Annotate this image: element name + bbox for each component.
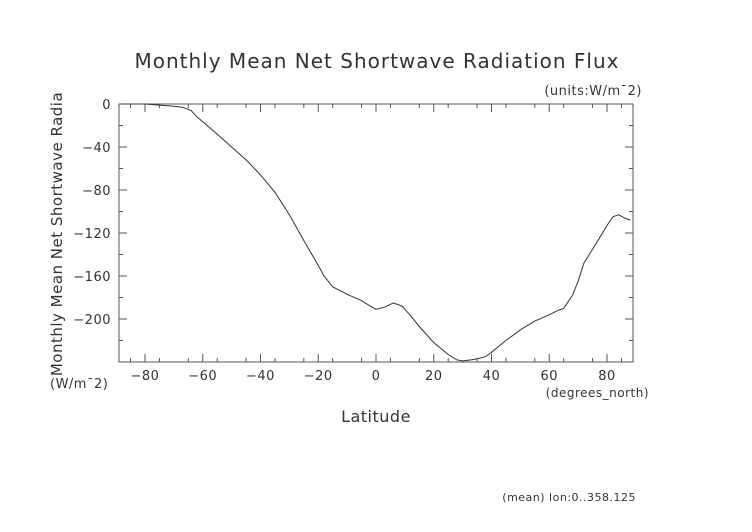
- y-tick-label: −120: [73, 227, 111, 242]
- x-tick-label: 20: [425, 369, 443, 384]
- x-tick-label: −60: [188, 369, 217, 384]
- x-tick-label: 60: [540, 369, 558, 384]
- x-tick-label: 0: [372, 369, 381, 384]
- x-axis-units: (degrees_north): [546, 386, 649, 400]
- y-tick-label: −40: [82, 141, 111, 156]
- x-tick-label: −80: [131, 369, 160, 384]
- y-axis-label: Monthly Mean Net Shortwave Radia: [48, 92, 66, 376]
- x-axis-label: Latitude: [341, 407, 411, 426]
- y-tick-label: −80: [82, 184, 111, 199]
- y-tick-label: −200: [73, 313, 111, 328]
- plot-area: [118, 103, 634, 363]
- y-tick-label: −160: [73, 270, 111, 285]
- x-tick-label: 40: [483, 369, 501, 384]
- x-tick-label: −40: [246, 369, 275, 384]
- x-tick-label: 80: [598, 369, 616, 384]
- series-line: [121, 103, 631, 362]
- x-tick-label: −20: [304, 369, 333, 384]
- chart-title: Monthly Mean Net Shortwave Radiation Flu…: [135, 49, 620, 73]
- footnote: (mean) lon:0..358.125: [502, 491, 636, 504]
- y-axis-units: (W/m¯2): [50, 377, 108, 392]
- units-note: (units:W/m¯2): [544, 84, 642, 99]
- y-tick-label: 0: [102, 98, 111, 113]
